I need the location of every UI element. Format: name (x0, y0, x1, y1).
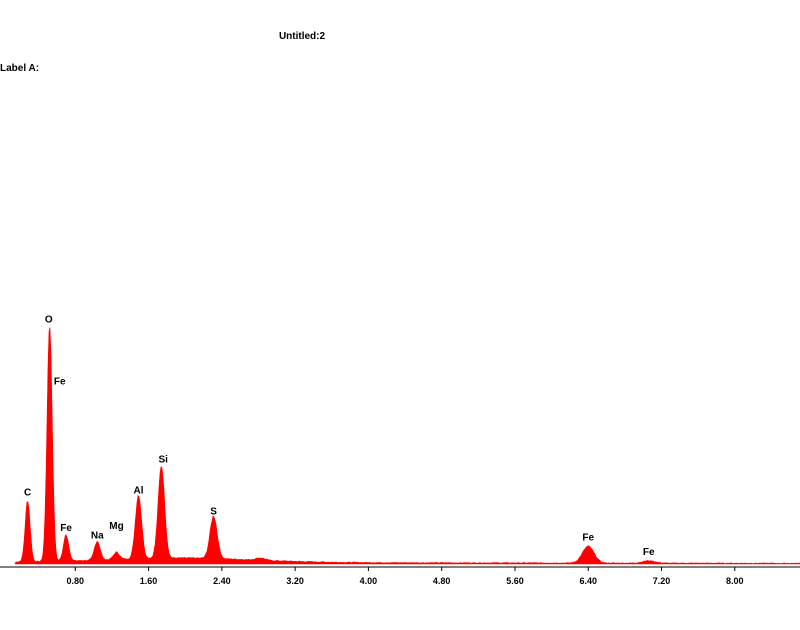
peak-label-fe: Fe (582, 533, 594, 544)
peak-label-s: S (210, 507, 217, 518)
x-tick-label: 6.40 (579, 576, 597, 586)
peak-label-si: Si (158, 454, 168, 465)
peak-label-fe: Fe (60, 523, 72, 534)
x-tick-label: 4.00 (360, 576, 378, 586)
x-tick-label: 4.80 (433, 576, 451, 586)
x-tick-label: 2.40 (213, 576, 231, 586)
peak-labels: C O Fe Fe Na Mg Al Si S Fe Fe (24, 315, 655, 558)
peak-label-o: O (45, 315, 53, 326)
spectrum-area (14, 327, 800, 565)
x-tick-label: 0.80 (67, 576, 85, 586)
peak-label-na: Na (91, 530, 104, 541)
x-tick-label: 1.60 (140, 576, 158, 586)
chart-title: Untitled:2 (278, 31, 326, 42)
x-tick-label: 8.00 (726, 576, 744, 586)
x-tick-label: 5.60 (506, 576, 524, 586)
peak-label-c: C (24, 488, 31, 499)
label-a: Label A: (0, 63, 40, 74)
peak-label-fe: Fe (643, 547, 655, 558)
x-tick-label: 7.20 (653, 576, 671, 586)
peak-label-mg: Mg (109, 521, 123, 532)
peak-label-al: Al (133, 485, 143, 496)
x-axis-ticks: 0.80 1.60 2.40 3.20 4.00 4.80 5.60 6.40 7.20 8.00 (67, 567, 744, 586)
x-tick-label: 3.20 (286, 576, 304, 586)
peak-label-fe: Fe (54, 376, 66, 387)
